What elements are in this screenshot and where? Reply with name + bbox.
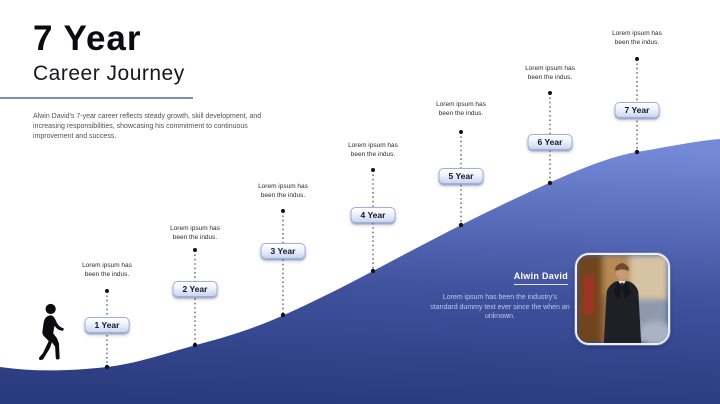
title-divider	[0, 97, 193, 99]
timeline-dots	[104, 57, 640, 370]
man-in-suit-photo	[577, 255, 668, 343]
timeline-caption-7: Lorem ipsum has been the indus.	[612, 30, 662, 46]
year-pill-6[interactable]: 6 Year	[527, 134, 573, 150]
timeline-caption-5: Lorem ipsum has been the indus.	[436, 101, 486, 117]
wave-shape	[0, 139, 720, 404]
profile-photo	[575, 253, 670, 345]
year-pill-1[interactable]: 1 Year	[84, 317, 130, 333]
page-subtitle: Career Journey	[33, 62, 185, 85]
year-pill-4[interactable]: 4 Year	[350, 207, 396, 223]
timeline-caption-1: Lorem ipsum has been the indus.	[82, 262, 132, 278]
timeline-caption-4: Lorem ipsum has been the indus.	[348, 142, 398, 158]
year-pill-3[interactable]: 3 Year	[260, 243, 306, 259]
timeline-caption-2: Lorem ipsum has been the indus.	[170, 225, 220, 241]
profile-bio: Lorem ipsum has been the industry's stan…	[430, 294, 570, 320]
timeline-caption-3: Lorem ipsum has been the indus.	[258, 183, 308, 199]
profile-name: Alwin David	[513, 271, 568, 285]
year-pill-2[interactable]: 2 Year	[172, 281, 218, 297]
walking-person-icon	[34, 296, 66, 373]
year-pill-5[interactable]: 5 Year	[438, 168, 484, 184]
intro-paragraph: Alwin David's 7-year career reflects ste…	[33, 113, 262, 140]
page-title: 7 Year	[33, 19, 142, 58]
timeline-caption-6: Lorem ipsum has been the indus.	[525, 65, 575, 81]
year-pill-7[interactable]: 7 Year	[614, 102, 660, 118]
suited-man-figure	[603, 263, 642, 343]
